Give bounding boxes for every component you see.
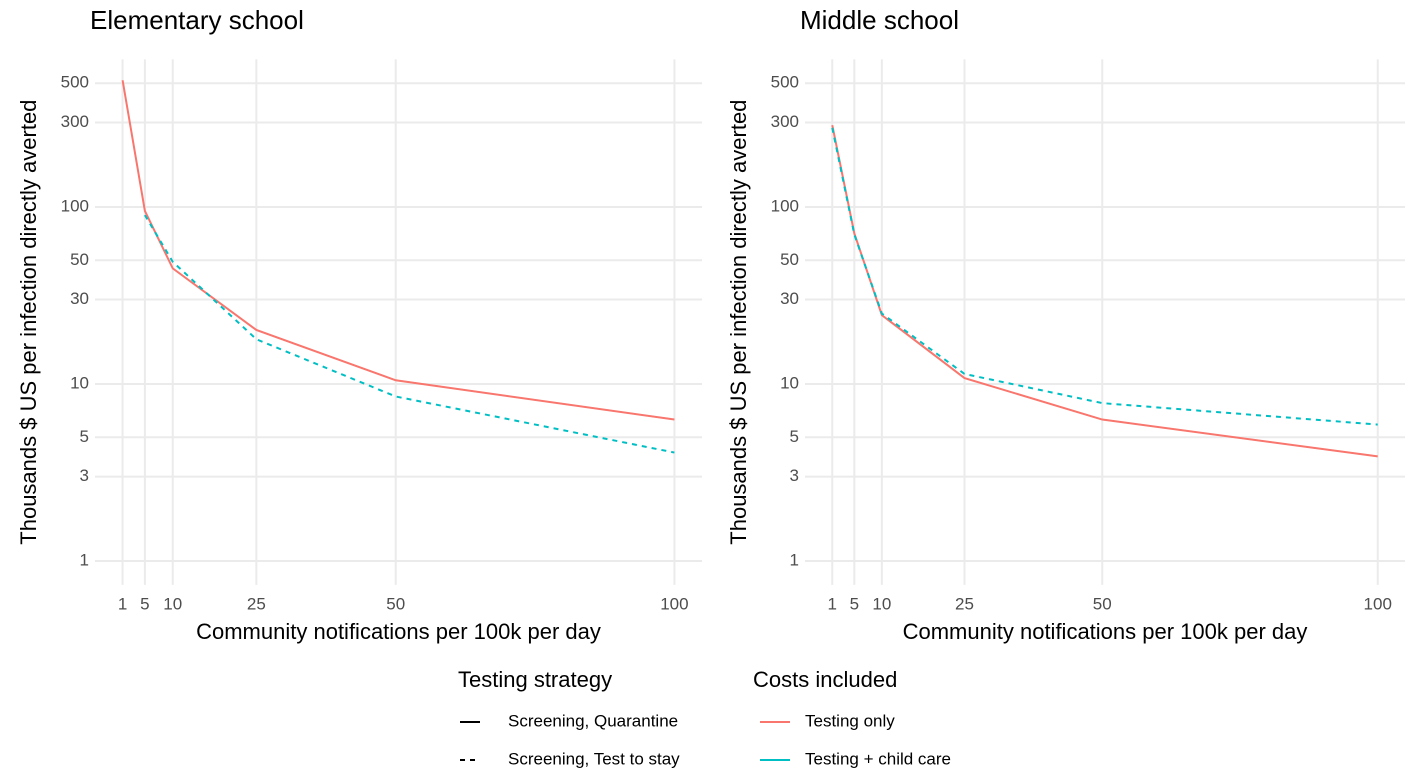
x-tick-label: 50 [1093,594,1112,613]
legend-title: Testing strategy [458,667,612,692]
x-axis-label: Community notifications per 100k per day [903,619,1308,644]
y-axis-label: Thousands $ US per infection directly av… [16,100,41,545]
x-tick-label: 1 [118,594,127,613]
y-tick-label: 10 [780,373,799,392]
y-tick-label: 5 [80,427,89,446]
series-line [144,214,675,454]
chart-title: Middle school [800,5,959,35]
x-tick-label: 100 [660,594,688,613]
legend-title: Costs included [753,667,897,692]
x-tick-label: 10 [872,594,891,613]
x-tick-label: 25 [955,594,974,613]
y-axis-label: Thousands $ US per infection directly av… [726,100,751,545]
y-tick-label: 100 [771,196,799,215]
y-tick-label: 1 [80,551,89,570]
legend-label: Screening, Quarantine [508,711,678,730]
x-tick-label: 1 [828,594,837,613]
x-tick-label: 5 [850,594,859,613]
x-axis-label: Community notifications per 100k per day [196,619,601,644]
legend-label: Testing + child care [805,749,951,768]
series-line [831,124,1378,458]
x-tick-label: 10 [163,594,182,613]
y-tick-label: 300 [771,112,799,131]
x-tick-label: 100 [1364,594,1392,613]
legend-label: Testing only [805,711,895,730]
y-tick-label: 3 [80,466,89,485]
legend-label: Screening, Test to stay [508,749,680,768]
y-tick-label: 500 [61,73,89,92]
y-tick-label: 30 [70,289,89,308]
y-tick-label: 300 [61,112,89,131]
y-tick-label: 500 [771,73,799,92]
series-line [831,127,1378,426]
x-tick-label: 5 [140,594,149,613]
x-tick-label: 50 [386,594,405,613]
y-tick-label: 50 [70,250,89,269]
y-tick-label: 1 [790,551,799,570]
y-tick-label: 30 [780,289,799,308]
chart-title: Elementary school [90,5,304,35]
y-tick-label: 100 [61,196,89,215]
x-tick-label: 25 [247,594,266,613]
y-tick-label: 3 [790,466,799,485]
y-tick-label: 5 [790,427,799,446]
series-line [121,80,675,421]
y-tick-label: 10 [70,373,89,392]
y-tick-label: 50 [780,250,799,269]
